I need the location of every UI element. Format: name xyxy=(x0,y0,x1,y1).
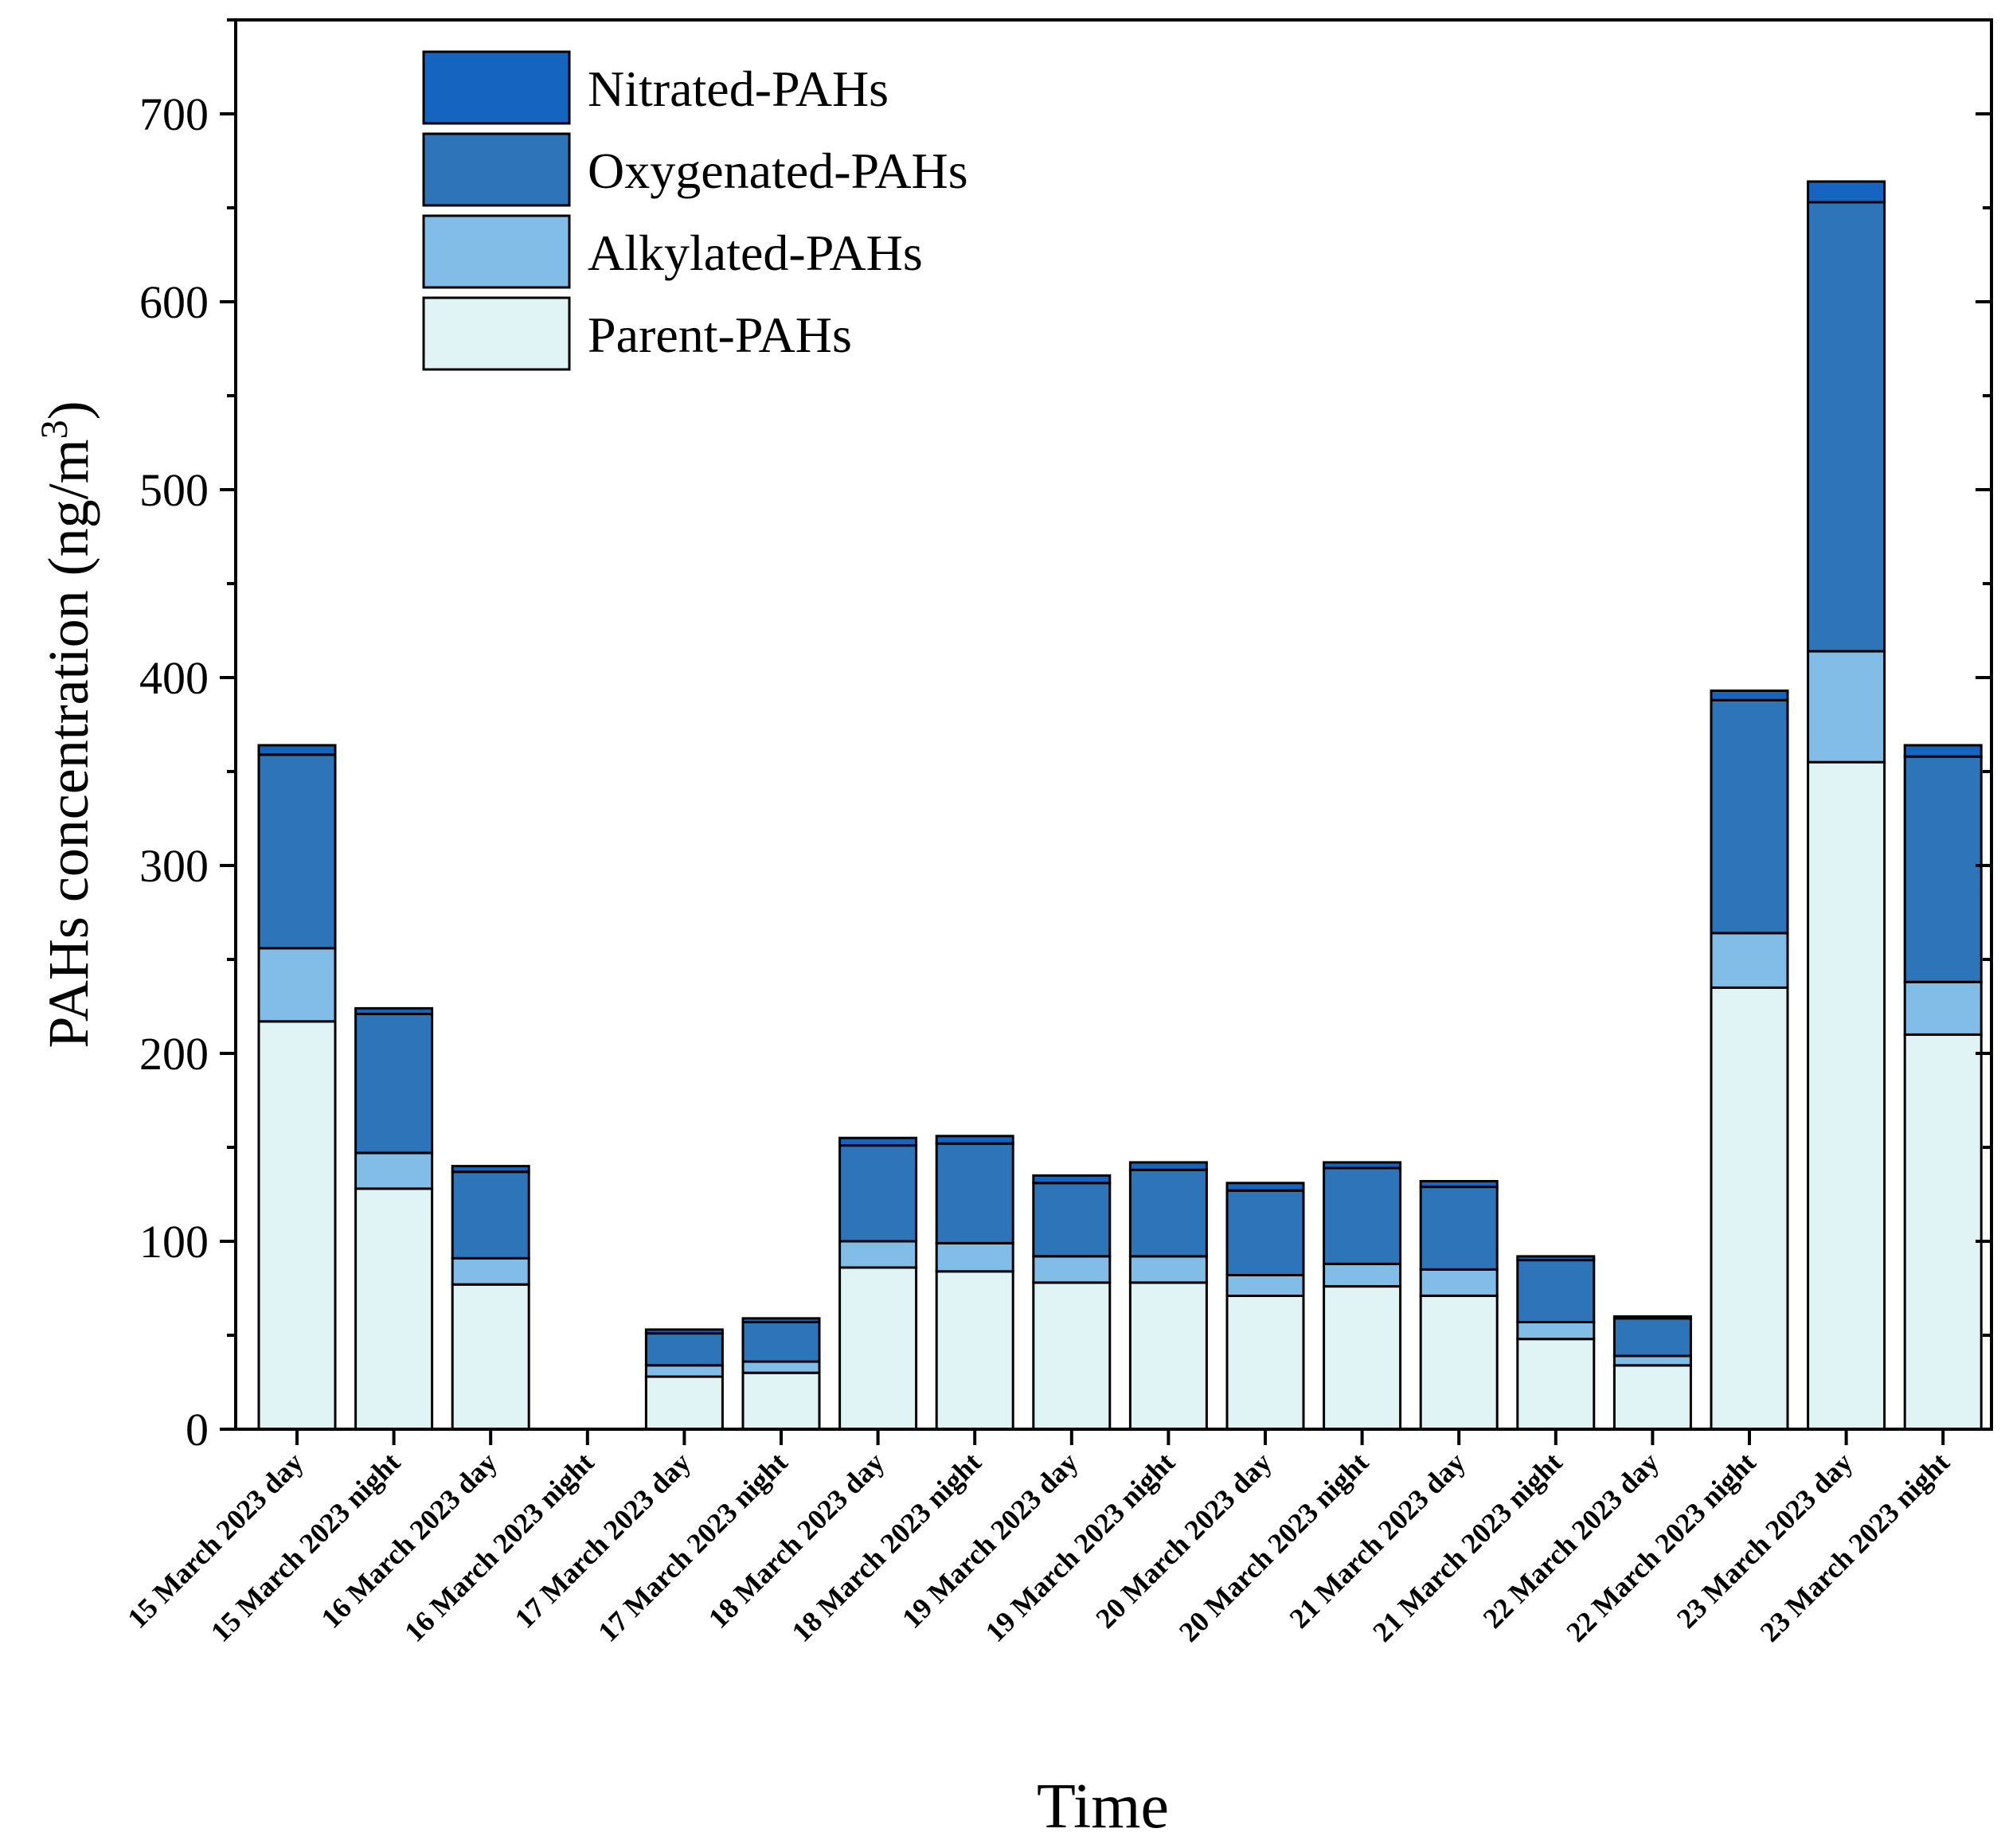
bar-oxygenated-pahs-14 xyxy=(1612,1317,1692,1358)
bar-alkylated-pahs-16 xyxy=(1807,650,1886,764)
bar-alkylated-pahs-4 xyxy=(644,1364,724,1378)
bar-oxygenated-pahs-12 xyxy=(1419,1186,1499,1271)
bar-alkylated-pahs-1 xyxy=(354,1151,434,1190)
bar-oxygenated-pahs-8 xyxy=(1032,1182,1112,1258)
bar-parent-pahs-16 xyxy=(1807,760,1886,1431)
bar-nitrated-pahs-14 xyxy=(1612,1315,1692,1320)
bar-nitrated-pahs-9 xyxy=(1128,1161,1208,1171)
y-axis: 0 100 200 300 400 500 600 700 xyxy=(139,18,1991,1455)
bar-oxygenated-pahs-15 xyxy=(1710,698,1789,935)
plot-frame xyxy=(234,18,1993,1431)
bar-parent-pahs-1 xyxy=(354,1187,434,1431)
bar-nitrated-pahs-10 xyxy=(1225,1182,1305,1192)
bar-oxygenated-pahs-0 xyxy=(257,753,337,950)
bar-parent-pahs-6 xyxy=(838,1266,918,1431)
y-tick-label-200: 200 xyxy=(139,1028,209,1080)
bar-oxygenated-pahs-1 xyxy=(354,1012,434,1155)
bar-nitrated-pahs-11 xyxy=(1323,1161,1402,1170)
bar-parent-pahs-8 xyxy=(1032,1281,1112,1431)
bar-parent-pahs-2 xyxy=(451,1283,530,1431)
bar-parent-pahs-10 xyxy=(1225,1294,1305,1431)
bar-parent-pahs-7 xyxy=(935,1270,1014,1431)
bar-parent-pahs-9 xyxy=(1128,1281,1208,1431)
bar-alkylated-pahs-8 xyxy=(1032,1255,1112,1284)
y-tick-label-100: 100 xyxy=(139,1216,209,1268)
bar-parent-pahs-11 xyxy=(1323,1285,1402,1431)
bar-oxygenated-pahs-2 xyxy=(451,1170,530,1260)
legend-label-nitrated-pahs: Nitrated-PAHs xyxy=(588,61,889,117)
y-tick-label-0: 0 xyxy=(186,1404,209,1455)
bar-parent-pahs-4 xyxy=(644,1375,724,1431)
bar-parent-pahs-12 xyxy=(1419,1294,1499,1431)
bar-parent-pahs-14 xyxy=(1612,1364,1692,1431)
bar-alkylated-pahs-10 xyxy=(1225,1274,1305,1297)
y-axis-title: PAHs concentration (ng/m3) xyxy=(33,400,101,1048)
bar-alkylated-pahs-17 xyxy=(1903,980,1983,1036)
bar-alkylated-pahs-6 xyxy=(838,1240,918,1269)
bar-parent-pahs-15 xyxy=(1710,986,1789,1431)
bar-parent-pahs-13 xyxy=(1516,1338,1596,1431)
bar-oxygenated-pahs-13 xyxy=(1516,1259,1596,1323)
y-axis-title-superscript: 3 xyxy=(33,420,76,439)
legend-label-alkylated-pahs: Alkylated-PAHs xyxy=(588,225,923,281)
y-tick-label-700: 700 xyxy=(139,88,209,140)
y-tick-label-300: 300 xyxy=(139,840,209,892)
bar-nitrated-pahs-12 xyxy=(1419,1180,1499,1189)
legend-swatch-oxygenated-pahs xyxy=(422,132,571,207)
bar-oxygenated-pahs-6 xyxy=(838,1144,918,1243)
x-axis-title: Time xyxy=(1037,1772,1169,1842)
bar-nitrated-pahs-1 xyxy=(354,1006,434,1016)
bar-alkylated-pahs-2 xyxy=(451,1256,530,1286)
bar-nitrated-pahs-4 xyxy=(644,1328,724,1335)
bar-nitrated-pahs-16 xyxy=(1807,180,1886,204)
bar-alkylated-pahs-11 xyxy=(1323,1262,1402,1288)
bar-nitrated-pahs-5 xyxy=(741,1317,821,1324)
bar-nitrated-pahs-0 xyxy=(257,744,337,756)
legend-swatch-nitrated-pahs xyxy=(422,50,571,125)
bar-nitrated-pahs-6 xyxy=(838,1136,918,1147)
bar-parent-pahs-17 xyxy=(1903,1033,1983,1431)
y-tick-label-600: 600 xyxy=(139,276,209,328)
bar-oxygenated-pahs-16 xyxy=(1807,201,1886,653)
y-tick-label-400: 400 xyxy=(139,652,209,704)
bar-alkylated-pahs-13 xyxy=(1516,1321,1596,1341)
bar-alkylated-pahs-7 xyxy=(935,1241,1014,1273)
bar-oxygenated-pahs-5 xyxy=(741,1321,821,1363)
bar-oxygenated-pahs-17 xyxy=(1903,755,1983,983)
bar-alkylated-pahs-12 xyxy=(1419,1268,1499,1297)
bar-alkylated-pahs-5 xyxy=(741,1360,821,1374)
bars xyxy=(257,180,1983,1431)
legend-label-parent-pahs: Parent-PAHs xyxy=(588,307,852,363)
bar-nitrated-pahs-13 xyxy=(1516,1255,1596,1262)
bar-nitrated-pahs-15 xyxy=(1710,690,1789,701)
bar-oxygenated-pahs-10 xyxy=(1225,1189,1305,1277)
bar-oxygenated-pahs-4 xyxy=(644,1332,724,1367)
bar-oxygenated-pahs-9 xyxy=(1128,1168,1208,1258)
bar-nitrated-pahs-2 xyxy=(451,1165,530,1174)
legend: Nitrated-PAHs Oxygenated-PAHs Alkylated-PA… xyxy=(422,50,968,371)
bar-alkylated-pahs-0 xyxy=(257,947,337,1023)
bar-nitrated-pahs-7 xyxy=(935,1135,1014,1145)
legend-swatch-alkylated-pahs xyxy=(422,214,571,289)
legend-label-oxygenated-pahs: Oxygenated-PAHs xyxy=(588,143,968,199)
bar-oxygenated-pahs-7 xyxy=(935,1142,1014,1244)
bar-alkylated-pahs-15 xyxy=(1710,932,1789,989)
legend-swatch-parent-pahs xyxy=(422,296,571,371)
bar-parent-pahs-0 xyxy=(257,1020,337,1431)
bar-nitrated-pahs-8 xyxy=(1032,1174,1112,1185)
bar-alkylated-pahs-14 xyxy=(1612,1354,1692,1367)
bar-oxygenated-pahs-11 xyxy=(1323,1166,1402,1265)
bar-nitrated-pahs-17 xyxy=(1903,744,1983,758)
y-tick-label-500: 500 xyxy=(139,464,209,516)
bar-parent-pahs-5 xyxy=(741,1371,821,1431)
bar-alkylated-pahs-9 xyxy=(1128,1255,1208,1284)
